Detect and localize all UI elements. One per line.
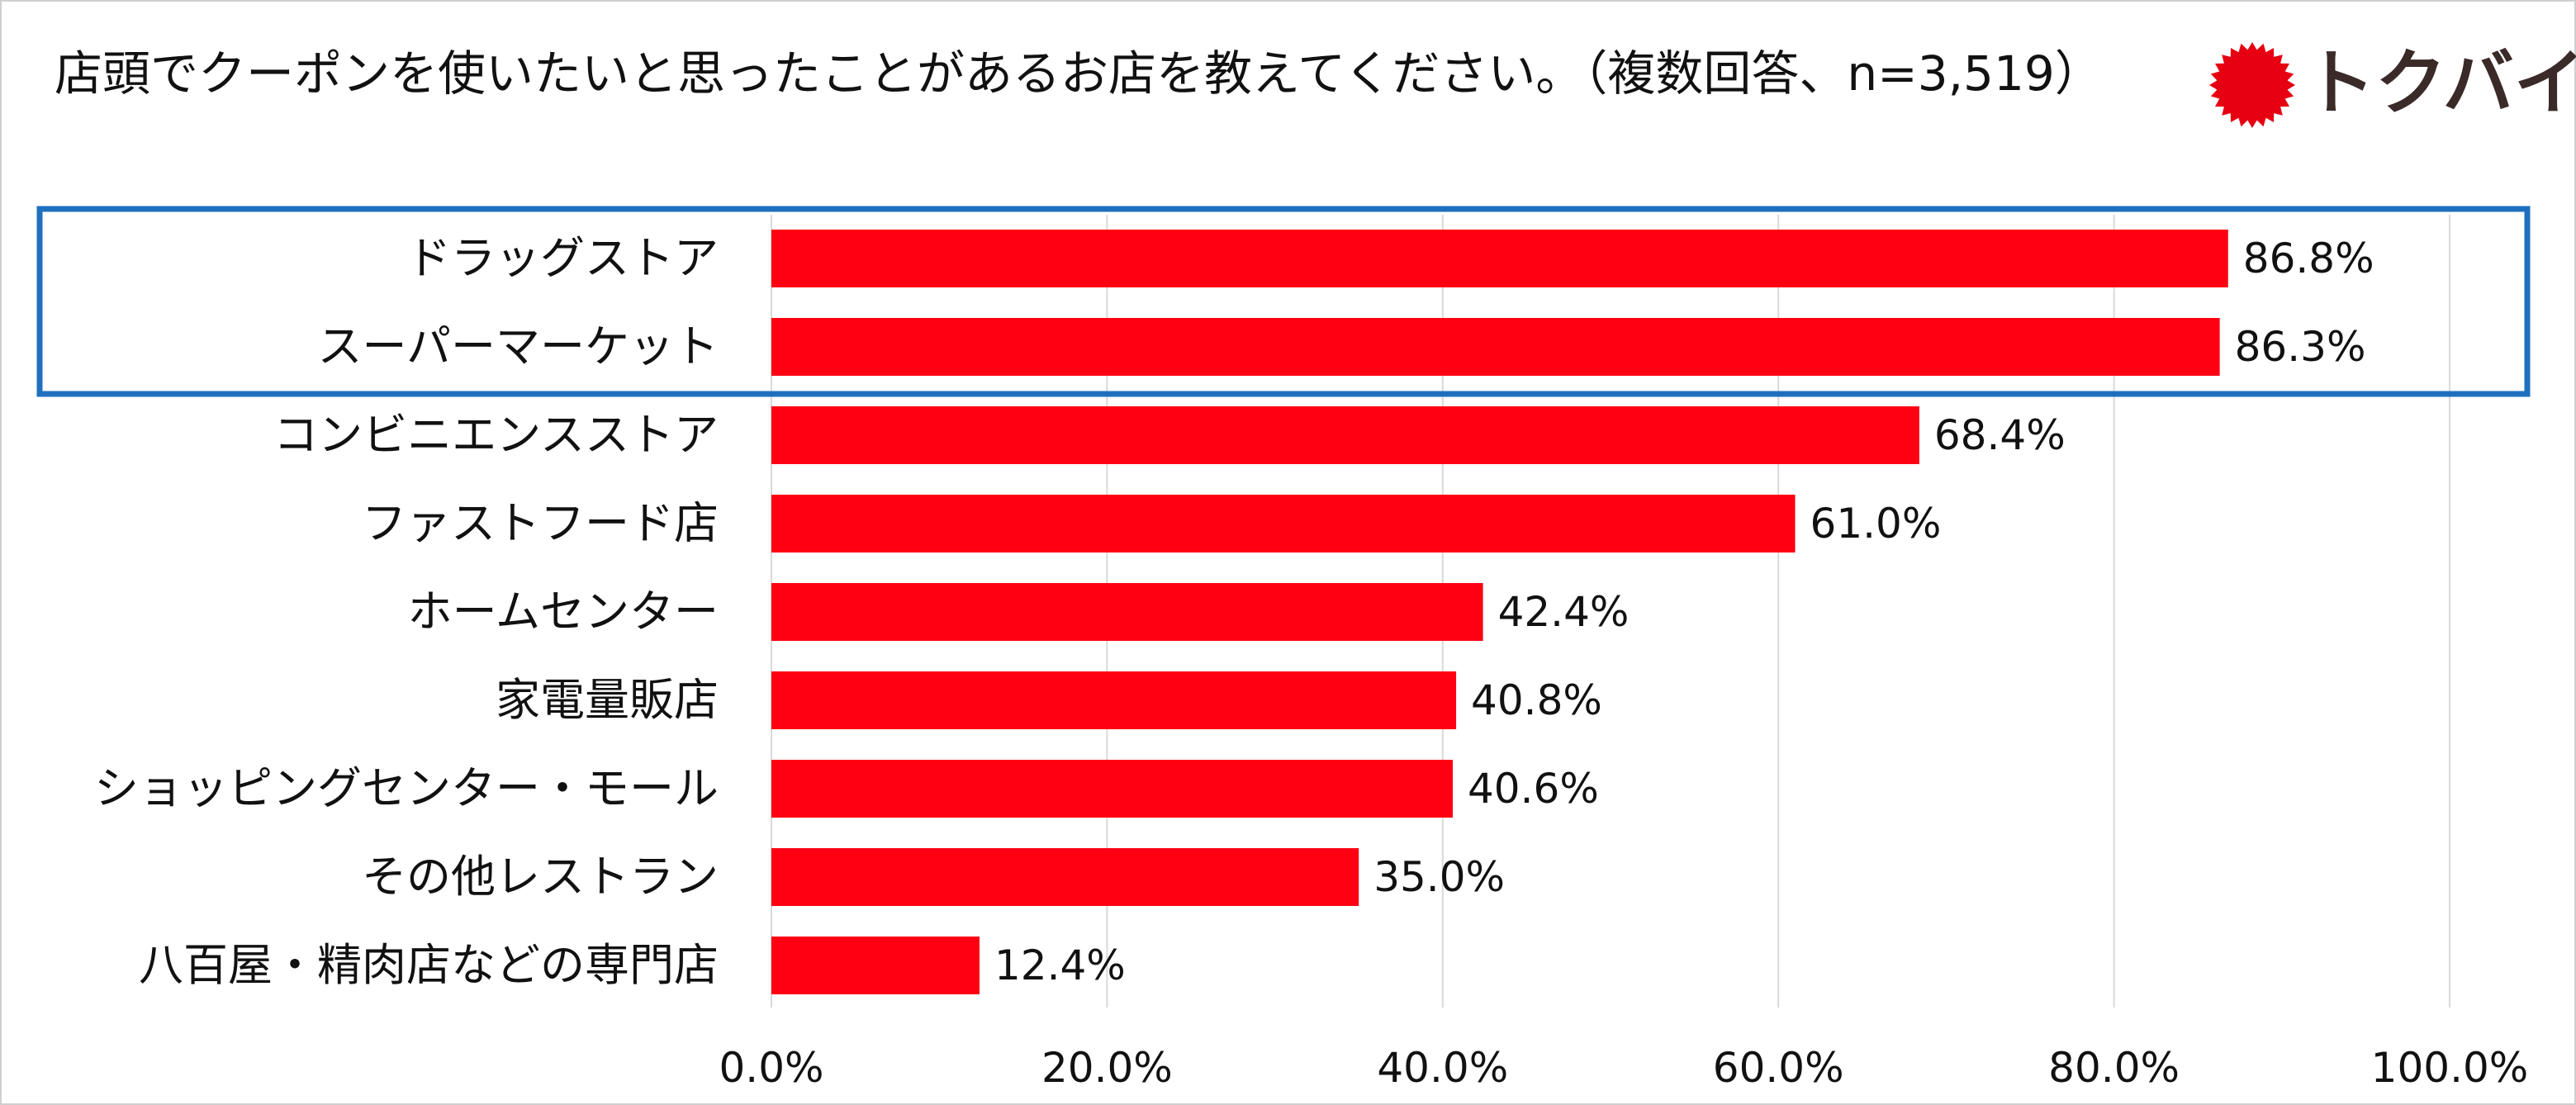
- bar: [771, 671, 1457, 729]
- bar: [771, 583, 1483, 641]
- data-label: 68.4%: [1934, 411, 2066, 459]
- value-labels: 86.8% 86.3% 68.4% 61.0% 42.4% 40.8% 40.6% 35.0%…: [994, 235, 2374, 989]
- x-tick-label: 20.0%: [1041, 1044, 1173, 1092]
- category-label: 八百屋・精肉店などの専門店: [139, 939, 719, 991]
- x-tick-label: 80.0%: [2048, 1044, 2180, 1092]
- category-label: スーパーマーケット: [318, 320, 719, 372]
- data-label: 12.4%: [994, 941, 1126, 989]
- category-label: ドラッグストア: [406, 232, 719, 284]
- x-axis-ticks: 0.0% 20.0% 40.0% 60.0% 80.0% 100.0%: [719, 1044, 2528, 1092]
- bar: [771, 406, 1919, 464]
- category-label: 家電量販店: [496, 674, 719, 726]
- data-label: 86.3%: [2235, 323, 2366, 371]
- highlight-box: [36, 206, 2531, 397]
- category-label: その他レストラン: [362, 851, 719, 903]
- bars: [771, 230, 2228, 994]
- highlight-frame: [36, 206, 2531, 397]
- x-tick-label: 0.0%: [719, 1044, 823, 1092]
- data-label: 86.8%: [2243, 235, 2374, 282]
- category-label: コンビニエンスストア: [273, 409, 719, 461]
- data-label: 61.0%: [1810, 500, 1942, 548]
- category-labels: ドラッグストアスーパーマーケットコンビニエンスストアファストフード店ホームセンタ…: [94, 232, 719, 991]
- bar: [771, 230, 2228, 287]
- bar: [771, 760, 1453, 818]
- data-label: 42.4%: [1498, 588, 1630, 636]
- bar: [771, 495, 1796, 552]
- category-label: ファストフード店: [362, 497, 719, 549]
- brand-wordmark: トクバイ: [2304, 42, 2576, 125]
- data-label: 40.6%: [1468, 765, 1599, 813]
- category-label: ショッピングセンター・モール: [94, 762, 719, 814]
- data-label: 40.8%: [1471, 676, 1602, 724]
- x-tick-label: 100.0%: [2371, 1044, 2529, 1092]
- bar: [771, 937, 980, 994]
- bar: [771, 318, 2220, 376]
- sunburst-badge-icon: [2209, 42, 2295, 128]
- category-label: ホームセンター: [408, 586, 719, 638]
- chart-title: 店頭でクーポンを使いたいと思ったことがあるお店を教えてください。（複数回答、n=…: [55, 45, 2103, 102]
- bar: [771, 848, 1359, 906]
- data-label: 35.0%: [1373, 853, 1505, 901]
- x-tick-label: 40.0%: [1377, 1044, 1508, 1092]
- x-tick-label: 60.0%: [1713, 1044, 1844, 1092]
- brand-logo: トクバイ: [2207, 40, 2576, 130]
